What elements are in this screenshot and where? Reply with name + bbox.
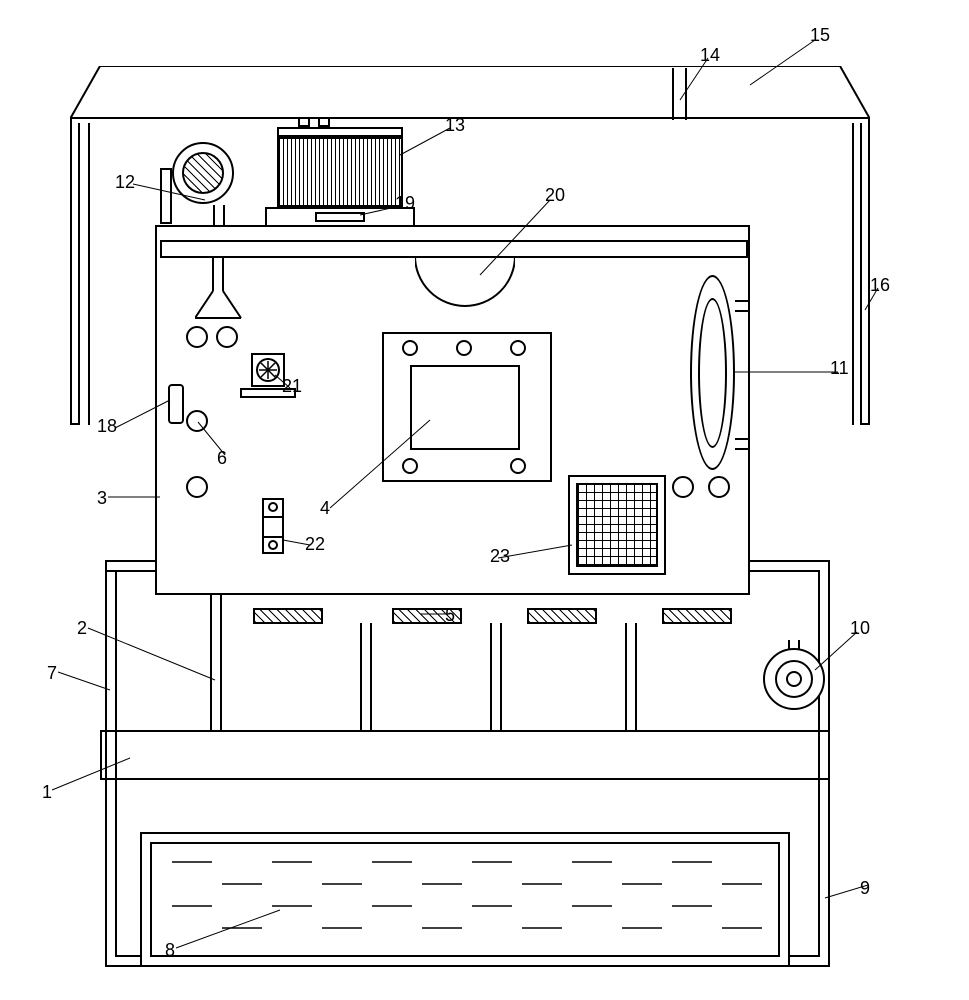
pipe-9-h2 (790, 965, 830, 967)
label-2: 2 (77, 618, 87, 639)
radiator-13-slot (315, 212, 365, 222)
pipe-9-h1 (748, 560, 830, 562)
base-bar (100, 730, 830, 780)
label-4: 4 (320, 498, 330, 519)
radiator-13-cap1 (298, 117, 310, 127)
pump-10-stub-t (788, 640, 790, 650)
funnel-12 (195, 256, 245, 322)
water-lines (152, 844, 778, 955)
label-22: 22 (305, 534, 325, 555)
pipe-7-v (105, 560, 107, 967)
support-4a (625, 623, 627, 732)
support-1a (210, 595, 212, 732)
support-4b (635, 623, 637, 732)
circle-r1 (672, 476, 694, 498)
leg-right (860, 123, 870, 425)
label-21: 21 (282, 376, 302, 397)
label-3: 3 (97, 488, 107, 509)
switch-22-div2 (262, 536, 284, 538)
label-13: 13 (445, 115, 465, 136)
sq4-c3 (510, 340, 526, 356)
label-9: 9 (860, 878, 870, 899)
oval-11-stub-bot (735, 438, 750, 440)
label-11: 11 (830, 358, 849, 379)
circle-6c (186, 410, 208, 432)
pump-10-stub-t2 (798, 640, 800, 650)
label-15: 15 (810, 25, 830, 46)
circle-r2 (708, 476, 730, 498)
sq4-c1 (402, 340, 418, 356)
slot-18 (168, 384, 184, 424)
bar-5d (662, 608, 732, 624)
sq4-c2 (456, 340, 472, 356)
label-16: 16 (870, 275, 890, 296)
fan-12-inner (182, 152, 224, 194)
pipe-7-h1b (105, 570, 157, 572)
oval-11-stub-top (735, 300, 750, 302)
switch-22-dot2 (268, 540, 278, 550)
label-12: 12 (115, 172, 135, 193)
pipe-7-h2 (105, 965, 140, 967)
cam-21-cross (256, 358, 280, 382)
label-18: 18 (97, 416, 117, 437)
label-14: 14 (700, 45, 720, 66)
diagram-canvas: 1 2 3 4 5 6 7 8 9 10 11 12 13 14 15 16 1… (0, 0, 969, 1000)
label-20: 20 (545, 185, 565, 206)
label-19: 19 (395, 193, 415, 214)
label-5: 5 (445, 605, 455, 626)
label-7: 7 (47, 663, 57, 684)
support-3a (490, 623, 492, 732)
circle-6a (186, 326, 208, 348)
switch-22-dot1 (268, 502, 278, 512)
hemisphere-20 (415, 256, 515, 311)
support-1b (220, 595, 222, 732)
pipe-7-h1 (105, 560, 157, 562)
fan-12-bracket (160, 168, 172, 224)
pipe-9-h1b (748, 570, 820, 572)
label-8: 8 (165, 940, 175, 961)
radiator-13-body (277, 137, 403, 207)
sq4-c4 (402, 458, 418, 474)
radiator-13-top (277, 127, 403, 137)
label-1: 1 (42, 782, 52, 803)
oval-11-stub-top2 (735, 310, 750, 312)
circle-6d (186, 476, 208, 498)
bar-5a (253, 608, 323, 624)
strut-14b (685, 68, 687, 120)
circle-6b (216, 326, 238, 348)
pipe-9-v (828, 560, 830, 967)
support-3b (500, 623, 502, 732)
pipe-9-h2b (790, 955, 820, 957)
oval-11-stub-bot2 (735, 448, 750, 450)
pipe-7-h2b (115, 955, 140, 957)
support-2a (360, 623, 362, 732)
square-4-inner (410, 365, 520, 450)
fan-12-stem (213, 205, 215, 227)
pipe-7-vb (115, 570, 117, 957)
sq4-c5 (510, 458, 526, 474)
top-platform-outer (70, 117, 870, 125)
fan-12-stem2 (223, 205, 225, 227)
switch-22-div1 (262, 516, 284, 518)
pump-10-inner (786, 671, 802, 687)
pipe-9-vb (818, 570, 820, 957)
leg-left-inner (88, 123, 90, 425)
bar-5c (527, 608, 597, 624)
support-2b (370, 623, 372, 732)
strut-14a (672, 68, 674, 120)
radiator-13-cap2 (318, 117, 330, 127)
grill-23-inner (576, 483, 658, 567)
label-10: 10 (850, 618, 870, 639)
label-6: 6 (217, 448, 227, 469)
label-23: 23 (490, 546, 510, 567)
leg-left (70, 123, 80, 425)
tank-8-inner (150, 842, 780, 957)
oval-11-inner (698, 298, 727, 448)
leg-right-inner (852, 123, 854, 425)
